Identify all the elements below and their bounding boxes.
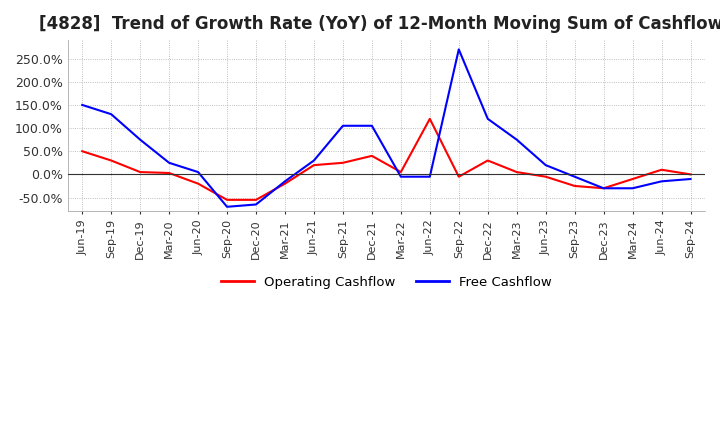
- Free Cashflow: [426, 174, 434, 180]
- Operating Cashflow: [78, 149, 86, 154]
- Operating Cashflow: [483, 158, 492, 163]
- Free Cashflow: [194, 169, 202, 175]
- Operating Cashflow: [513, 169, 521, 175]
- Operating Cashflow: [570, 183, 579, 189]
- Free Cashflow: [222, 204, 231, 209]
- Free Cashflow: [657, 179, 666, 184]
- Free Cashflow: [310, 158, 318, 163]
- Operating Cashflow: [368, 153, 377, 158]
- Operating Cashflow: [281, 181, 289, 186]
- Free Cashflow: [107, 112, 115, 117]
- Free Cashflow: [338, 123, 347, 128]
- Free Cashflow: [397, 174, 405, 180]
- Title: [4828]  Trend of Growth Rate (YoY) of 12-Month Moving Sum of Cashflows: [4828] Trend of Growth Rate (YoY) of 12-…: [40, 15, 720, 33]
- Operating Cashflow: [107, 158, 115, 163]
- Operating Cashflow: [252, 197, 261, 202]
- Operating Cashflow: [165, 170, 174, 176]
- Operating Cashflow: [222, 197, 231, 202]
- Operating Cashflow: [397, 169, 405, 175]
- Operating Cashflow: [657, 167, 666, 172]
- Line: Free Cashflow: Free Cashflow: [82, 49, 690, 207]
- Free Cashflow: [165, 160, 174, 165]
- Operating Cashflow: [426, 116, 434, 121]
- Free Cashflow: [281, 179, 289, 184]
- Free Cashflow: [252, 202, 261, 207]
- Operating Cashflow: [629, 176, 637, 182]
- Legend: Operating Cashflow, Free Cashflow: Operating Cashflow, Free Cashflow: [215, 270, 557, 294]
- Free Cashflow: [483, 116, 492, 121]
- Free Cashflow: [686, 176, 695, 182]
- Operating Cashflow: [599, 186, 608, 191]
- Free Cashflow: [136, 137, 145, 142]
- Operating Cashflow: [310, 162, 318, 168]
- Free Cashflow: [454, 47, 463, 52]
- Operating Cashflow: [194, 181, 202, 186]
- Free Cashflow: [570, 174, 579, 180]
- Free Cashflow: [368, 123, 377, 128]
- Operating Cashflow: [136, 169, 145, 175]
- Operating Cashflow: [686, 172, 695, 177]
- Line: Operating Cashflow: Operating Cashflow: [82, 119, 690, 200]
- Free Cashflow: [629, 186, 637, 191]
- Free Cashflow: [541, 162, 550, 168]
- Free Cashflow: [513, 137, 521, 142]
- Operating Cashflow: [541, 174, 550, 180]
- Free Cashflow: [599, 186, 608, 191]
- Operating Cashflow: [338, 160, 347, 165]
- Free Cashflow: [78, 102, 86, 107]
- Operating Cashflow: [454, 174, 463, 180]
